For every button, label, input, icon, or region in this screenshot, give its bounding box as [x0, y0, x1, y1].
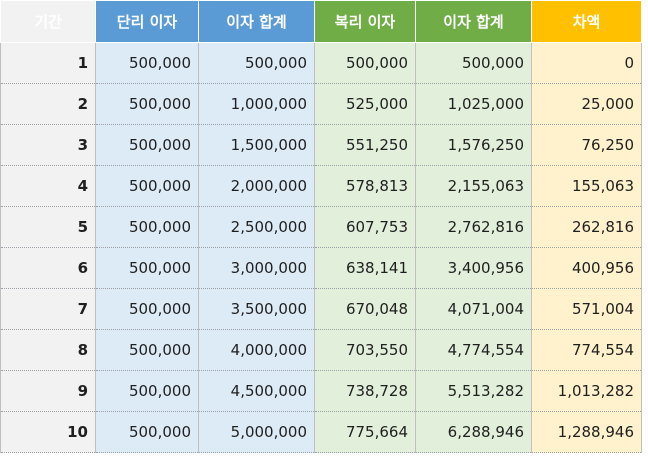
header-compound-interest[interactable]: 복리 이자 [314, 0, 416, 43]
table-row: 8 500,000 4,000,000 703,550 4,774,554 77… [0, 329, 642, 371]
table-row: 1 500,000 500,000 500,000 500,000 0 [0, 42, 642, 84]
table-row: 4 500,000 2,000,000 578,813 2,155,063 15… [0, 165, 642, 207]
simple-total-cell[interactable]: 2,000,000 [198, 165, 315, 207]
compound-interest-cell[interactable]: 738,728 [314, 370, 416, 412]
difference-cell[interactable]: 262,816 [531, 206, 642, 248]
simple-total-cell[interactable]: 5,000,000 [198, 411, 315, 453]
simple-interest-cell[interactable]: 500,000 [95, 124, 199, 166]
difference-cell[interactable]: 1,013,282 [531, 370, 642, 412]
simple-interest-cell[interactable]: 500,000 [95, 329, 199, 371]
header-difference[interactable]: 차액 [531, 0, 642, 43]
table-row: 7 500,000 3,500,000 670,048 4,071,004 57… [0, 288, 642, 330]
period-cell[interactable]: 2 [0, 83, 96, 125]
compound-total-cell[interactable]: 1,576,250 [415, 124, 532, 166]
table-row: 9 500,000 4,500,000 738,728 5,513,282 1,… [0, 370, 642, 412]
simple-total-cell[interactable]: 4,000,000 [198, 329, 315, 371]
compound-total-cell[interactable]: 6,288,946 [415, 411, 532, 453]
header-row: 기간 단리 이자 이자 합계 복리 이자 이자 합계 차액 [0, 0, 642, 43]
table-row: 6 500,000 3,000,000 638,141 3,400,956 40… [0, 247, 642, 289]
difference-cell[interactable]: 400,956 [531, 247, 642, 289]
period-cell[interactable]: 5 [0, 206, 96, 248]
header-simple-total[interactable]: 이자 합계 [198, 0, 315, 43]
compound-interest-cell[interactable]: 551,250 [314, 124, 416, 166]
period-cell[interactable]: 3 [0, 124, 96, 166]
period-cell[interactable]: 1 [0, 42, 96, 84]
compound-interest-cell[interactable]: 500,000 [314, 42, 416, 84]
simple-total-cell[interactable]: 3,500,000 [198, 288, 315, 330]
simple-total-cell[interactable]: 1,000,000 [198, 83, 315, 125]
simple-interest-cell[interactable]: 500,000 [95, 411, 199, 453]
compound-total-cell[interactable]: 2,762,816 [415, 206, 532, 248]
header-simple-interest[interactable]: 단리 이자 [95, 0, 199, 43]
difference-cell[interactable]: 0 [531, 42, 642, 84]
compound-interest-cell[interactable]: 775,664 [314, 411, 416, 453]
simple-total-cell[interactable]: 2,500,000 [198, 206, 315, 248]
table-row: 3 500,000 1,500,000 551,250 1,576,250 76… [0, 124, 642, 166]
difference-cell-highlighted[interactable]: 1,288,946 [531, 411, 642, 453]
compound-interest-cell[interactable]: 670,048 [314, 288, 416, 330]
simple-total-cell[interactable]: 3,000,000 [198, 247, 315, 289]
table-row: 5 500,000 2,500,000 607,753 2,762,816 26… [0, 206, 642, 248]
period-cell[interactable]: 7 [0, 288, 96, 330]
compound-total-cell[interactable]: 3,400,956 [415, 247, 532, 289]
compound-total-cell[interactable]: 4,774,554 [415, 329, 532, 371]
compound-total-cell[interactable]: 1,025,000 [415, 83, 532, 125]
simple-total-cell[interactable]: 1,500,000 [198, 124, 315, 166]
simple-total-cell[interactable]: 4,500,000 [198, 370, 315, 412]
compound-interest-cell[interactable]: 638,141 [314, 247, 416, 289]
difference-cell[interactable]: 774,554 [531, 329, 642, 371]
table-body: 1 500,000 500,000 500,000 500,000 0 2 50… [0, 42, 642, 453]
period-cell[interactable]: 9 [0, 370, 96, 412]
difference-cell[interactable]: 155,063 [531, 165, 642, 207]
difference-cell[interactable]: 571,004 [531, 288, 642, 330]
simple-interest-cell[interactable]: 500,000 [95, 42, 199, 84]
compound-total-cell[interactable]: 4,071,004 [415, 288, 532, 330]
difference-cell[interactable]: 25,000 [531, 83, 642, 125]
compound-total-cell[interactable]: 5,513,282 [415, 370, 532, 412]
compound-interest-cell[interactable]: 525,000 [314, 83, 416, 125]
header-period[interactable]: 기간 [0, 0, 96, 43]
period-cell[interactable]: 8 [0, 329, 96, 371]
simple-interest-cell[interactable]: 500,000 [95, 165, 199, 207]
period-cell[interactable]: 6 [0, 247, 96, 289]
simple-interest-cell[interactable]: 500,000 [95, 206, 199, 248]
compound-interest-cell[interactable]: 703,550 [314, 329, 416, 371]
table-row: 2 500,000 1,000,000 525,000 1,025,000 25… [0, 83, 642, 125]
compound-total-cell[interactable]: 500,000 [415, 42, 532, 84]
table-row: 10 500,000 5,000,000 775,664 6,288,946 1… [0, 411, 642, 453]
period-cell[interactable]: 4 [0, 165, 96, 207]
simple-interest-cell[interactable]: 500,000 [95, 370, 199, 412]
header-compound-total[interactable]: 이자 합계 [415, 0, 532, 43]
simple-interest-cell[interactable]: 500,000 [95, 247, 199, 289]
simple-interest-cell[interactable]: 500,000 [95, 288, 199, 330]
compound-interest-cell[interactable]: 607,753 [314, 206, 416, 248]
simple-total-cell[interactable]: 500,000 [198, 42, 315, 84]
compound-total-cell[interactable]: 2,155,063 [415, 165, 532, 207]
compound-interest-cell[interactable]: 578,813 [314, 165, 416, 207]
difference-cell[interactable]: 76,250 [531, 124, 642, 166]
interest-comparison-table: 기간 단리 이자 이자 합계 복리 이자 이자 합계 차액 1 500,000 … [0, 0, 642, 453]
simple-interest-cell[interactable]: 500,000 [95, 83, 199, 125]
period-cell[interactable]: 10 [0, 411, 96, 453]
